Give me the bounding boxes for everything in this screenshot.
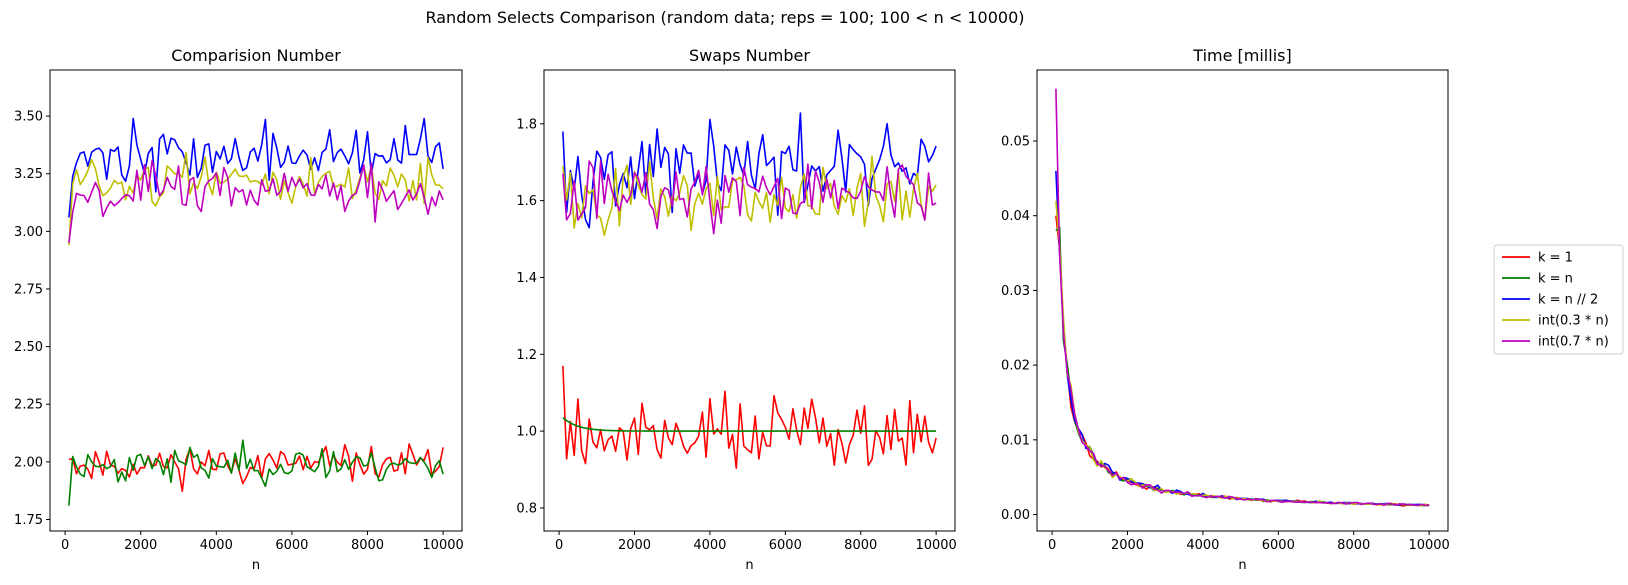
x-tick-label: 0: [555, 538, 563, 553]
y-tick-label: 0.01: [1001, 433, 1030, 448]
subplot-3: Time [millis] 0 2000 4000 6000 8000 10000 0.00 0…: [1001, 46, 1450, 573]
y-tick-label: 3.00: [14, 225, 43, 240]
series-line: [1055, 215, 1430, 507]
series-line: [1055, 170, 1430, 506]
x-tick-label: 6000: [275, 538, 308, 553]
x-tick-label: 2000: [1111, 538, 1144, 553]
y-tick-label: 1.6: [516, 194, 537, 209]
y-tick-label: 2.50: [14, 340, 43, 355]
x-tick-label: 0: [1048, 538, 1056, 553]
series-line: [68, 439, 444, 506]
axes-frame: [543, 69, 956, 532]
axes-frame: [1036, 69, 1449, 532]
y-tick-label: 0.05: [1001, 134, 1030, 149]
y-tick-label: 2.00: [14, 455, 43, 470]
y-tick-label: 1.2: [516, 348, 537, 363]
legend-label: k = n // 2: [1538, 293, 1598, 308]
legend-label: k = 1: [1538, 251, 1573, 266]
x-tick-label: 2000: [618, 538, 651, 553]
series-line: [1055, 226, 1430, 507]
y-tick-label: 1.8: [516, 117, 537, 132]
x-tick-label: 10000: [1408, 538, 1449, 553]
series-line: [562, 155, 937, 237]
x-tick-label: 8000: [1337, 538, 1370, 553]
subplot-title: Time [millis]: [1192, 46, 1291, 65]
x-axis-label: n: [252, 558, 260, 573]
x-tick-label: 6000: [769, 538, 802, 553]
y-tick-label: 0.02: [1001, 359, 1030, 374]
subplot-1: Comparision Number 0 2000 4000 6000 8000 10000…: [14, 46, 464, 573]
y-tick-label: 0.00: [1001, 508, 1030, 523]
y-tick-label: 3.50: [14, 110, 43, 125]
series-line: [68, 151, 444, 246]
series-line: [68, 117, 444, 218]
series-line: [1055, 200, 1430, 507]
x-tick-label: 4000: [200, 538, 233, 553]
x-tick-label: 8000: [844, 538, 877, 553]
legend: k = 1 k = n k = n // 2 int(0.3 * n) int(0.7 …: [1493, 244, 1624, 355]
plot-area: [562, 112, 937, 470]
y-tick-label: 1.0: [516, 425, 537, 440]
x-tick-label: 10000: [915, 538, 956, 553]
x-axis-label: n: [745, 558, 753, 573]
series-line: [68, 159, 444, 243]
x-tick-label: 10000: [422, 538, 463, 553]
subplots: Comparision Number 0 2000 4000 6000 8000 10000…: [14, 46, 1450, 573]
legend-label: int(0.7 * n): [1538, 335, 1609, 350]
legend-label: int(0.3 * n): [1538, 314, 1609, 329]
subplot-2: Swaps Number 0 2000 4000 6000 8000 10000 0.8 1.0…: [516, 46, 957, 573]
x-axis-label: n: [1238, 558, 1246, 573]
series-line: [562, 417, 937, 432]
y-tick-label: 1.75: [14, 513, 43, 528]
x-tick-label: 0: [61, 538, 69, 553]
plot-area: [68, 117, 444, 506]
y-tick-label: 0.04: [1001, 209, 1030, 224]
x-tick-label: 2000: [124, 538, 157, 553]
y-tick-label: 0.8: [516, 501, 537, 516]
legend-label: k = n: [1538, 272, 1573, 287]
y-tick-label: 1.4: [516, 271, 537, 286]
figure-title: Random Selects Comparison (random data; …: [425, 8, 1024, 27]
x-tick-label: 4000: [693, 538, 726, 553]
series-line: [68, 443, 444, 493]
x-tick-label: 4000: [1186, 538, 1219, 553]
legend-box: [1493, 244, 1624, 355]
subplot-title: Comparision Number: [171, 46, 341, 65]
x-tick-label: 6000: [1262, 538, 1295, 553]
y-tick-label: 2.75: [14, 282, 43, 297]
plot-area: [1055, 88, 1430, 507]
axes-frame: [49, 69, 463, 532]
x-tick-label: 8000: [351, 538, 384, 553]
series-line: [1055, 88, 1430, 507]
series-line: [562, 160, 937, 235]
y-tick-label: 2.25: [14, 398, 43, 413]
y-tick-label: 3.25: [14, 167, 43, 182]
subplot-title: Swaps Number: [689, 46, 810, 65]
series-line: [562, 365, 937, 470]
y-tick-label: 0.03: [1001, 284, 1030, 299]
